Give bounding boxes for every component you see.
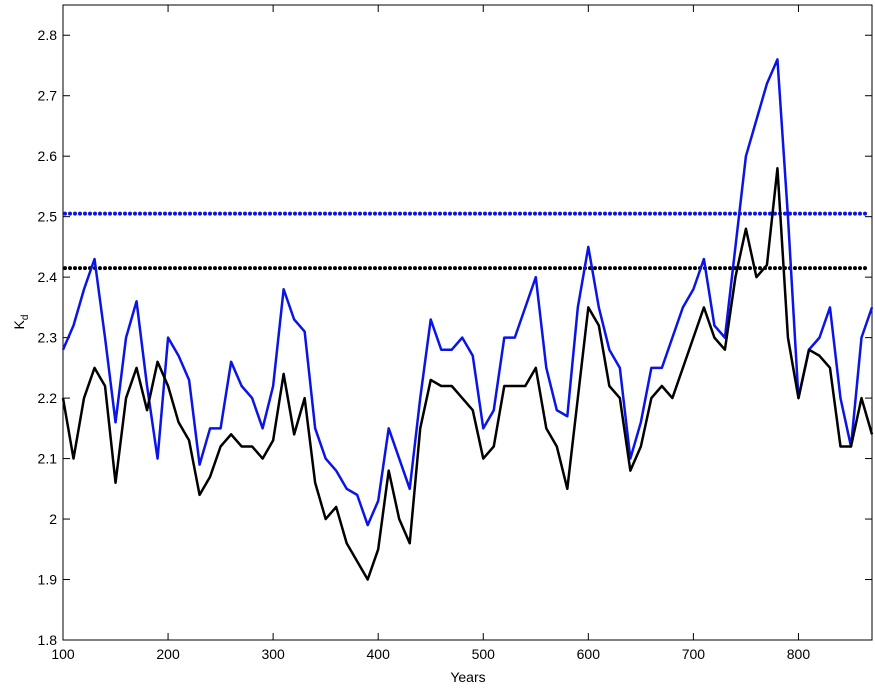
x-tick-label: 500 [472, 646, 496, 662]
y-tick-label: 1.8 [38, 632, 58, 648]
y-tick-label: 1.9 [38, 572, 58, 588]
y-tick-label: 2.3 [38, 330, 58, 346]
y-tick-label: 2.5 [38, 209, 58, 225]
data-line [61, 58, 874, 527]
y-tick-label: 2 [49, 511, 57, 527]
plot-frame [62, 4, 873, 641]
y-tick-label: 2.4 [38, 269, 58, 285]
data-line [61, 167, 874, 581]
y-tick-label: 2.6 [38, 148, 58, 164]
x-tick-label: 100 [51, 646, 75, 662]
x-axis-label: Years [450, 669, 485, 685]
y-tick-label: 2.7 [38, 88, 58, 104]
y-axis-label: Kd [11, 315, 31, 330]
x-tick-label: 200 [156, 646, 180, 662]
x-tick-label: 400 [367, 646, 391, 662]
x-tick-label: 700 [682, 646, 706, 662]
y-tick-label: 2.2 [38, 390, 58, 406]
x-tick-label: 300 [261, 646, 285, 662]
y-tick-label: 2.1 [38, 451, 58, 467]
x-tick-label: 800 [787, 646, 811, 662]
y-tick-label: 2.8 [38, 27, 58, 43]
x-tick-label: 600 [577, 646, 601, 662]
